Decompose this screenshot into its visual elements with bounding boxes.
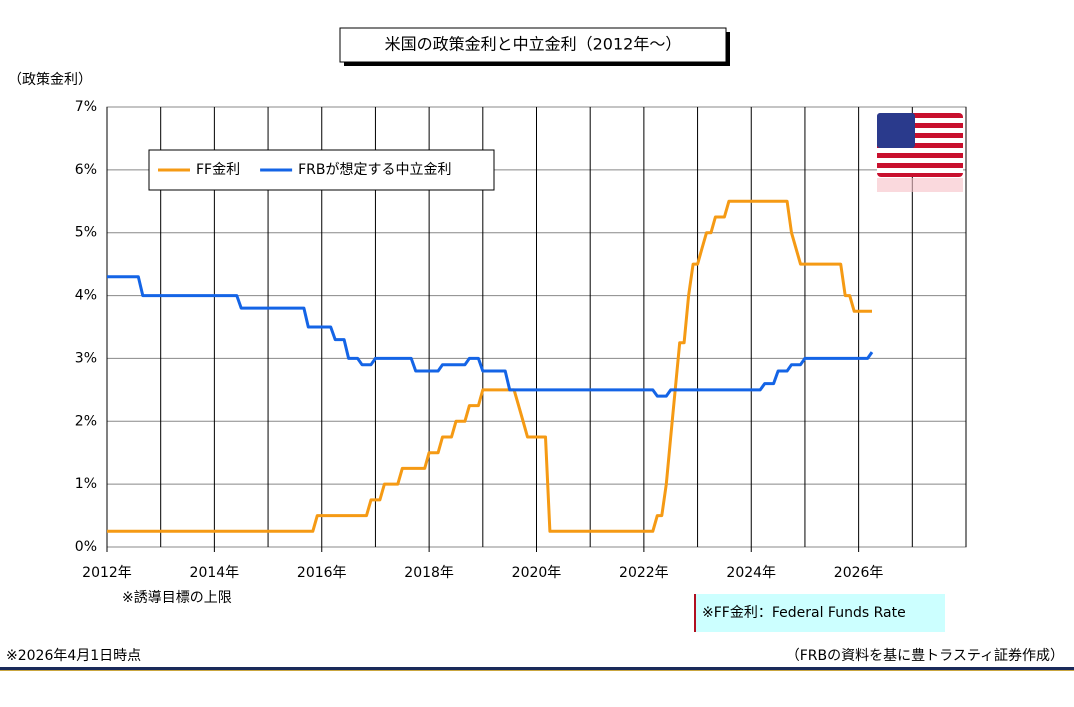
series-line [107,199,872,533]
x-tick-label: 2012年 [82,565,132,581]
x-tick-label: 2014年 [190,565,240,581]
legend-box [148,149,495,191]
axis-note: ※誘導目標の上限 [122,590,232,606]
y-tick-label: 2% [75,413,97,429]
footer-right: （FRBの資料を基に豊トラスティ証券作成） [786,647,1064,664]
x-tick-label: 2020年 [512,565,562,581]
x-tick-label: 2022年 [619,565,669,581]
y-tick-label: 3% [75,350,97,366]
y-tick-label: 5% [75,225,97,241]
footer-rule [0,667,1074,670]
legend-label: FRBが想定する中立金利 [298,162,451,178]
x-tick-label: 2024年 [726,565,776,581]
footer-rule-accent [0,670,1074,671]
legend-label: FF金利 [196,162,240,178]
y-tick-label: 4% [75,288,97,304]
x-tick-label: 2016年 [297,565,347,581]
x-tick-label: 2026年 [834,565,884,581]
series-line [107,275,874,398]
y-axis-label: （政策金利） [8,71,92,88]
x-tick-label: 2018年 [404,565,454,581]
chart-title: 米国の政策金利と中立金利（2012年～） [385,35,682,54]
y-tick-label: 0% [75,539,97,555]
y-tick-label: 6% [75,162,97,178]
definition-note: ※FF金利：Federal Funds Rate [702,605,906,621]
y-tick-label: 1% [75,476,97,492]
y-tick-label: 7% [75,99,97,115]
legend: FF金利 FRBが想定する中立金利 [148,149,495,191]
flag [877,113,963,192]
footer-left: ※2026年4月1日時点 [6,648,141,664]
title-box [339,27,727,63]
definition-box [695,594,945,632]
